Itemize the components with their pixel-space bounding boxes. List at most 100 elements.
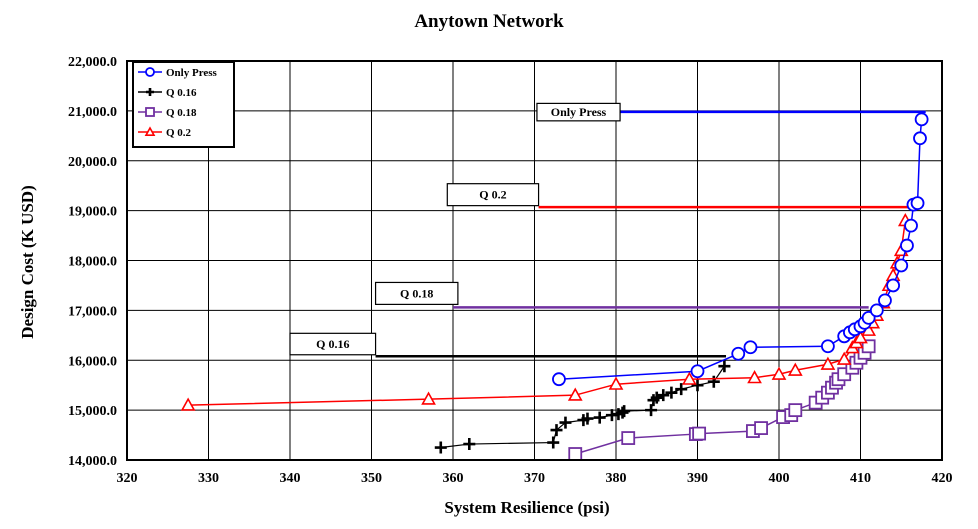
circle-marker — [731, 346, 746, 361]
y-tick-label: 21,000.0 — [68, 105, 117, 120]
y-tick-label: 17,000.0 — [68, 304, 117, 319]
triangle-marker — [681, 371, 697, 385]
plus-marker — [650, 391, 663, 404]
legend-label: Q 0.16 — [166, 87, 197, 99]
circle-marker — [910, 196, 925, 211]
legend-entry: Only Press — [138, 67, 218, 79]
x-tick-label: 400 — [769, 471, 790, 486]
plus-marker — [616, 406, 629, 419]
x-tick-label: 410 — [850, 471, 871, 486]
plus-marker — [593, 411, 606, 424]
plus-marker — [707, 375, 720, 388]
y-tick-label: 19,000.0 — [68, 205, 117, 220]
x-tick-label: 320 — [117, 471, 138, 486]
circle-marker — [552, 372, 566, 387]
legend-entry: Q 0.2 — [138, 126, 192, 139]
plus-marker — [581, 412, 594, 425]
circle-marker — [894, 258, 909, 273]
series-line — [188, 220, 907, 406]
x-tick-label: 380 — [606, 471, 627, 486]
triangle-marker — [180, 397, 196, 411]
triangle-marker — [421, 391, 436, 405]
y-tick-label: 14,000.0 — [68, 454, 117, 469]
x-tick-label: 330 — [198, 471, 219, 486]
chart-title: Anytown Network — [414, 11, 564, 32]
circle-marker — [878, 293, 892, 308]
legend-label: Q 0.18 — [166, 107, 197, 119]
circle-marker — [821, 339, 835, 354]
circle-marker — [900, 238, 914, 253]
triangle-marker — [787, 362, 803, 376]
plus-marker — [547, 436, 560, 449]
plus-marker — [463, 438, 476, 451]
annotation-label: Q 0.2 — [479, 188, 506, 202]
plus-marker — [559, 416, 572, 429]
plus-marker — [675, 383, 688, 396]
series-q-0-2 — [180, 212, 913, 411]
tick-labels: 320 330 340 350 360 370 380 390 400 410 420 14,000.… — [68, 55, 953, 486]
annotation-box — [289, 332, 377, 356]
series-q-0-16 — [434, 360, 731, 454]
annotations: Only Press Q 0.2 Q 0.18 Q 0.16 — [289, 102, 926, 358]
square-marker — [754, 421, 768, 435]
square-marker — [788, 403, 803, 418]
plot-area-border — [126, 60, 943, 461]
triangle-marker — [144, 126, 156, 136]
plus-marker — [434, 441, 447, 454]
triangle-marker — [820, 356, 836, 370]
plus-marker — [691, 379, 704, 392]
square-marker — [568, 447, 583, 461]
x-tick-label: 340 — [280, 471, 301, 486]
y-tick-label: 20,000.0 — [68, 155, 117, 170]
y-tick-label: 16,000.0 — [68, 354, 117, 369]
annotation-label: Q 0.18 — [400, 286, 433, 300]
series-layer — [180, 112, 929, 461]
triangle-marker — [771, 366, 787, 380]
legend-label: Only Press — [166, 67, 218, 79]
square-marker — [621, 431, 636, 445]
x-axis-label: System Resilience (psi) — [444, 498, 609, 517]
triangle-marker — [836, 351, 852, 365]
plus-marker — [645, 404, 658, 417]
square-marker — [692, 426, 707, 441]
triangle-marker — [567, 387, 583, 401]
plus-marker — [618, 405, 631, 418]
series-q-0-18 — [568, 339, 876, 461]
triangle-marker — [747, 370, 762, 384]
y-tick-label: 22,000.0 — [68, 55, 117, 70]
annotation-box — [374, 281, 459, 305]
x-tick-label: 420 — [932, 471, 953, 486]
circle-marker — [886, 278, 900, 293]
annotation-box — [446, 183, 540, 207]
triangle-marker — [608, 376, 624, 390]
triangle-marker — [853, 330, 868, 344]
annotation-label: Q 0.16 — [316, 337, 349, 351]
circle-marker — [913, 131, 927, 146]
legend-entry: Q 0.16 — [138, 87, 197, 99]
circle-marker — [743, 340, 758, 355]
y-tick-label: 15,000.0 — [68, 404, 117, 419]
series-only-press — [552, 112, 929, 387]
y-axis-label: Design Cost (K USD) — [18, 185, 37, 338]
circle-marker — [904, 218, 918, 233]
plus-marker — [657, 389, 670, 402]
plus-marker — [718, 360, 731, 373]
y-tick-label: 18,000.0 — [68, 255, 117, 270]
circle-marker — [145, 67, 155, 77]
plus-marker — [146, 88, 154, 96]
plus-marker — [550, 424, 563, 437]
x-tick-label: 350 — [361, 471, 382, 486]
annotation-box — [536, 102, 621, 122]
legend-entry: Q 0.18 — [138, 107, 197, 119]
circle-marker — [869, 303, 884, 318]
legend-label: Q 0.2 — [166, 127, 192, 139]
x-tick-label: 360 — [443, 471, 464, 486]
x-tick-label: 370 — [524, 471, 545, 486]
circle-marker — [914, 112, 929, 127]
legend: Only Press Q 0.16 Q 0.18 Q 0.2 — [132, 61, 235, 148]
annotation-label: Only Press — [551, 105, 607, 119]
x-tick-label: 390 — [687, 471, 708, 486]
square-marker — [145, 107, 155, 117]
plus-marker — [665, 386, 678, 399]
